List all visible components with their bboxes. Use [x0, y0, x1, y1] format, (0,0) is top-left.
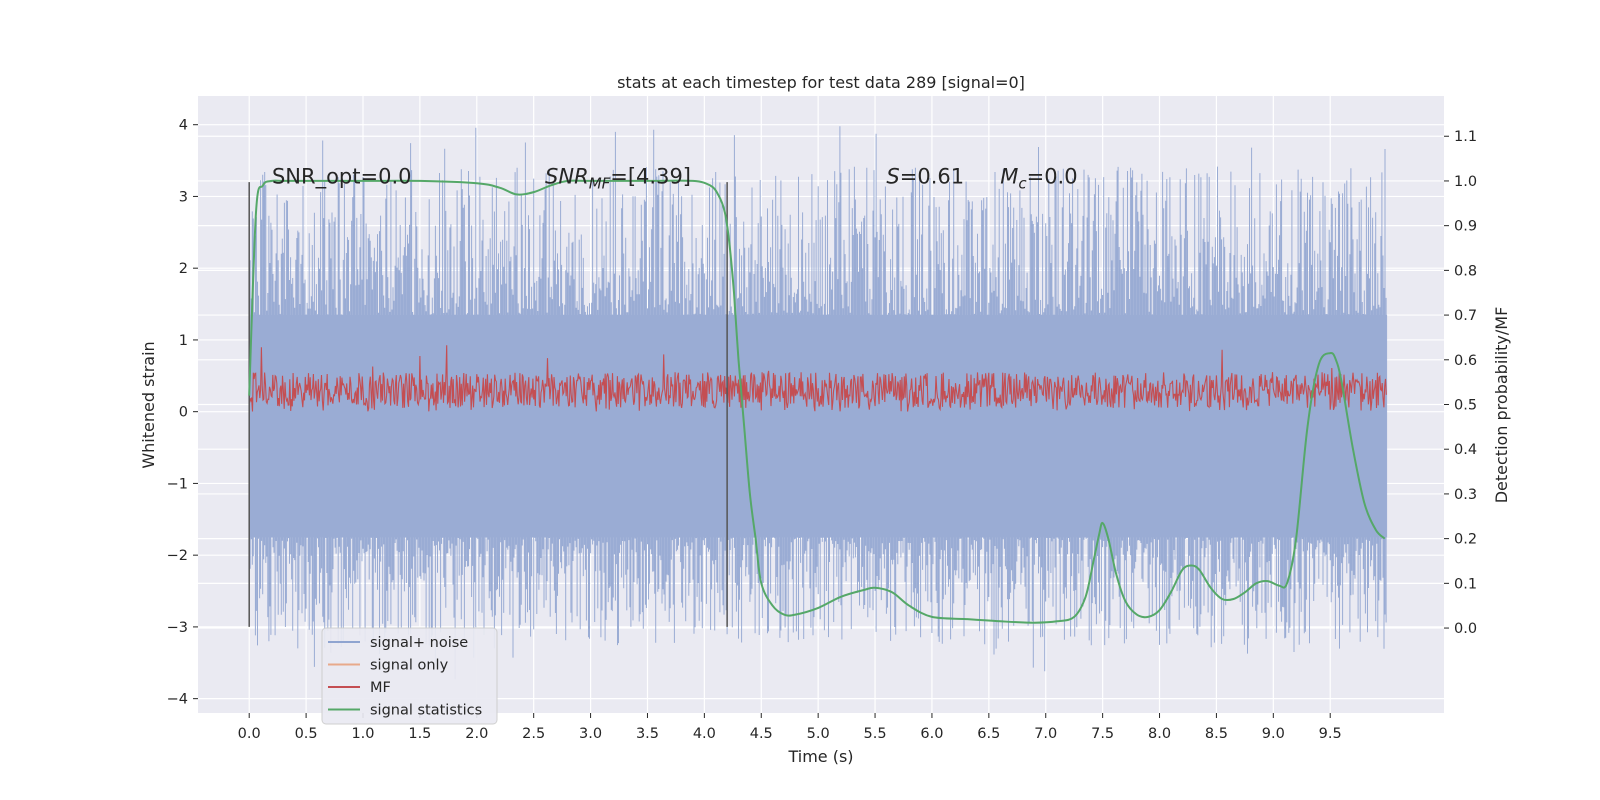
x-tick-label: 6.0	[920, 726, 943, 742]
x-tick-label: 2.0	[465, 726, 488, 742]
x-tick-label: 7.5	[1091, 726, 1114, 742]
x-tick-label: 6.5	[977, 726, 1000, 742]
y-right-tick-label: 0.2	[1454, 532, 1477, 548]
legend-item-label: signal statistics	[370, 703, 482, 719]
y-right-tick-label: 0.1	[1454, 576, 1477, 592]
y-right-tick-label: 0.0	[1454, 621, 1477, 637]
y-tick-label: 2	[179, 261, 188, 277]
x-tick-label: 4.5	[750, 726, 773, 742]
y-right-tick-label: 0.5	[1454, 398, 1477, 414]
y-right-tick-label: 0.9	[1454, 219, 1477, 235]
x-tick-label: 7.0	[1034, 726, 1057, 742]
y-tick-label: 4	[179, 118, 188, 134]
mf-line	[248, 345, 1387, 412]
tick-labels: 0.0 0.5 1.0 1.5 2.0 2.5 3.0 3.5 4.0 4.5 5.0 5.5 6.0 6…	[167, 118, 1477, 742]
annotation-1: SNR_opt=0.0	[272, 165, 412, 190]
y-tick-label: −1	[167, 476, 188, 492]
x-tick-label: 9.5	[1319, 726, 1342, 742]
y-right-tick-label: 1.0	[1454, 174, 1477, 190]
y-axis-label-left: Whitened strain	[139, 341, 158, 468]
y-right-tick-label: 0.8	[1454, 263, 1477, 279]
legend-item-label: MF	[370, 680, 391, 696]
y-right-tick-label: 0.7	[1454, 308, 1477, 324]
y-right-tick-label: 0.6	[1454, 353, 1477, 369]
x-tick-label: 3.0	[579, 726, 602, 742]
x-tick-label: 1.0	[351, 726, 374, 742]
legend-item-label: signal only	[370, 658, 449, 674]
x-tick-label: 2.5	[522, 726, 545, 742]
y-tick-label: 0	[179, 405, 188, 421]
legend: signal+ noise signal only MF signal statist…	[321, 627, 498, 725]
annotation-4: Mc=0.0	[1000, 165, 1077, 193]
signal-statistics-line	[248, 179, 1386, 624]
y-right-tick-label: 0.3	[1454, 487, 1477, 503]
y-tick-label: −2	[167, 548, 188, 564]
annotation-3: S=0.61	[886, 165, 964, 189]
x-tick-label: 0.5	[295, 726, 318, 742]
x-tick-label: 5.0	[807, 726, 830, 742]
y-tick-label: 3	[179, 189, 188, 205]
x-tick-label: 1.5	[408, 726, 431, 742]
y-tick-label: −3	[167, 620, 188, 636]
x-tick-label: 9.0	[1262, 726, 1285, 742]
y-tick-label: 1	[179, 333, 188, 349]
legend-item-label: signal+ noise	[370, 635, 468, 651]
legend-box	[321, 627, 498, 725]
x-tick-label: 8.5	[1205, 726, 1228, 742]
chart-title: stats at each timestep for test data 289…	[617, 73, 1025, 92]
y-right-tick-label: 1.1	[1454, 129, 1477, 145]
vertical-markers	[248, 182, 728, 627]
signal-noise-series	[248, 126, 1388, 680]
x-tick-label: 4.0	[693, 726, 716, 742]
signal-statistics-series	[248, 179, 1386, 624]
annotation-2: SNRMF=[4.39]	[545, 165, 691, 193]
x-axis-label: Time (s)	[787, 747, 853, 766]
y-right-tick-label: 0.4	[1454, 442, 1477, 458]
x-tick-label: 5.5	[864, 726, 887, 742]
mf-series	[248, 345, 1387, 412]
x-tick-label: 3.5	[636, 726, 659, 742]
x-tick-label: 8.0	[1148, 726, 1171, 742]
y-tick-label: −4	[167, 692, 188, 708]
annotations: SNR_opt=0.0 SNRMF=[4.39] S=0.61 Mc=0.0	[272, 165, 1078, 193]
x-tick-label: 0.0	[238, 726, 261, 742]
y-axis-label-right: Detection probability/MF	[1492, 307, 1511, 504]
